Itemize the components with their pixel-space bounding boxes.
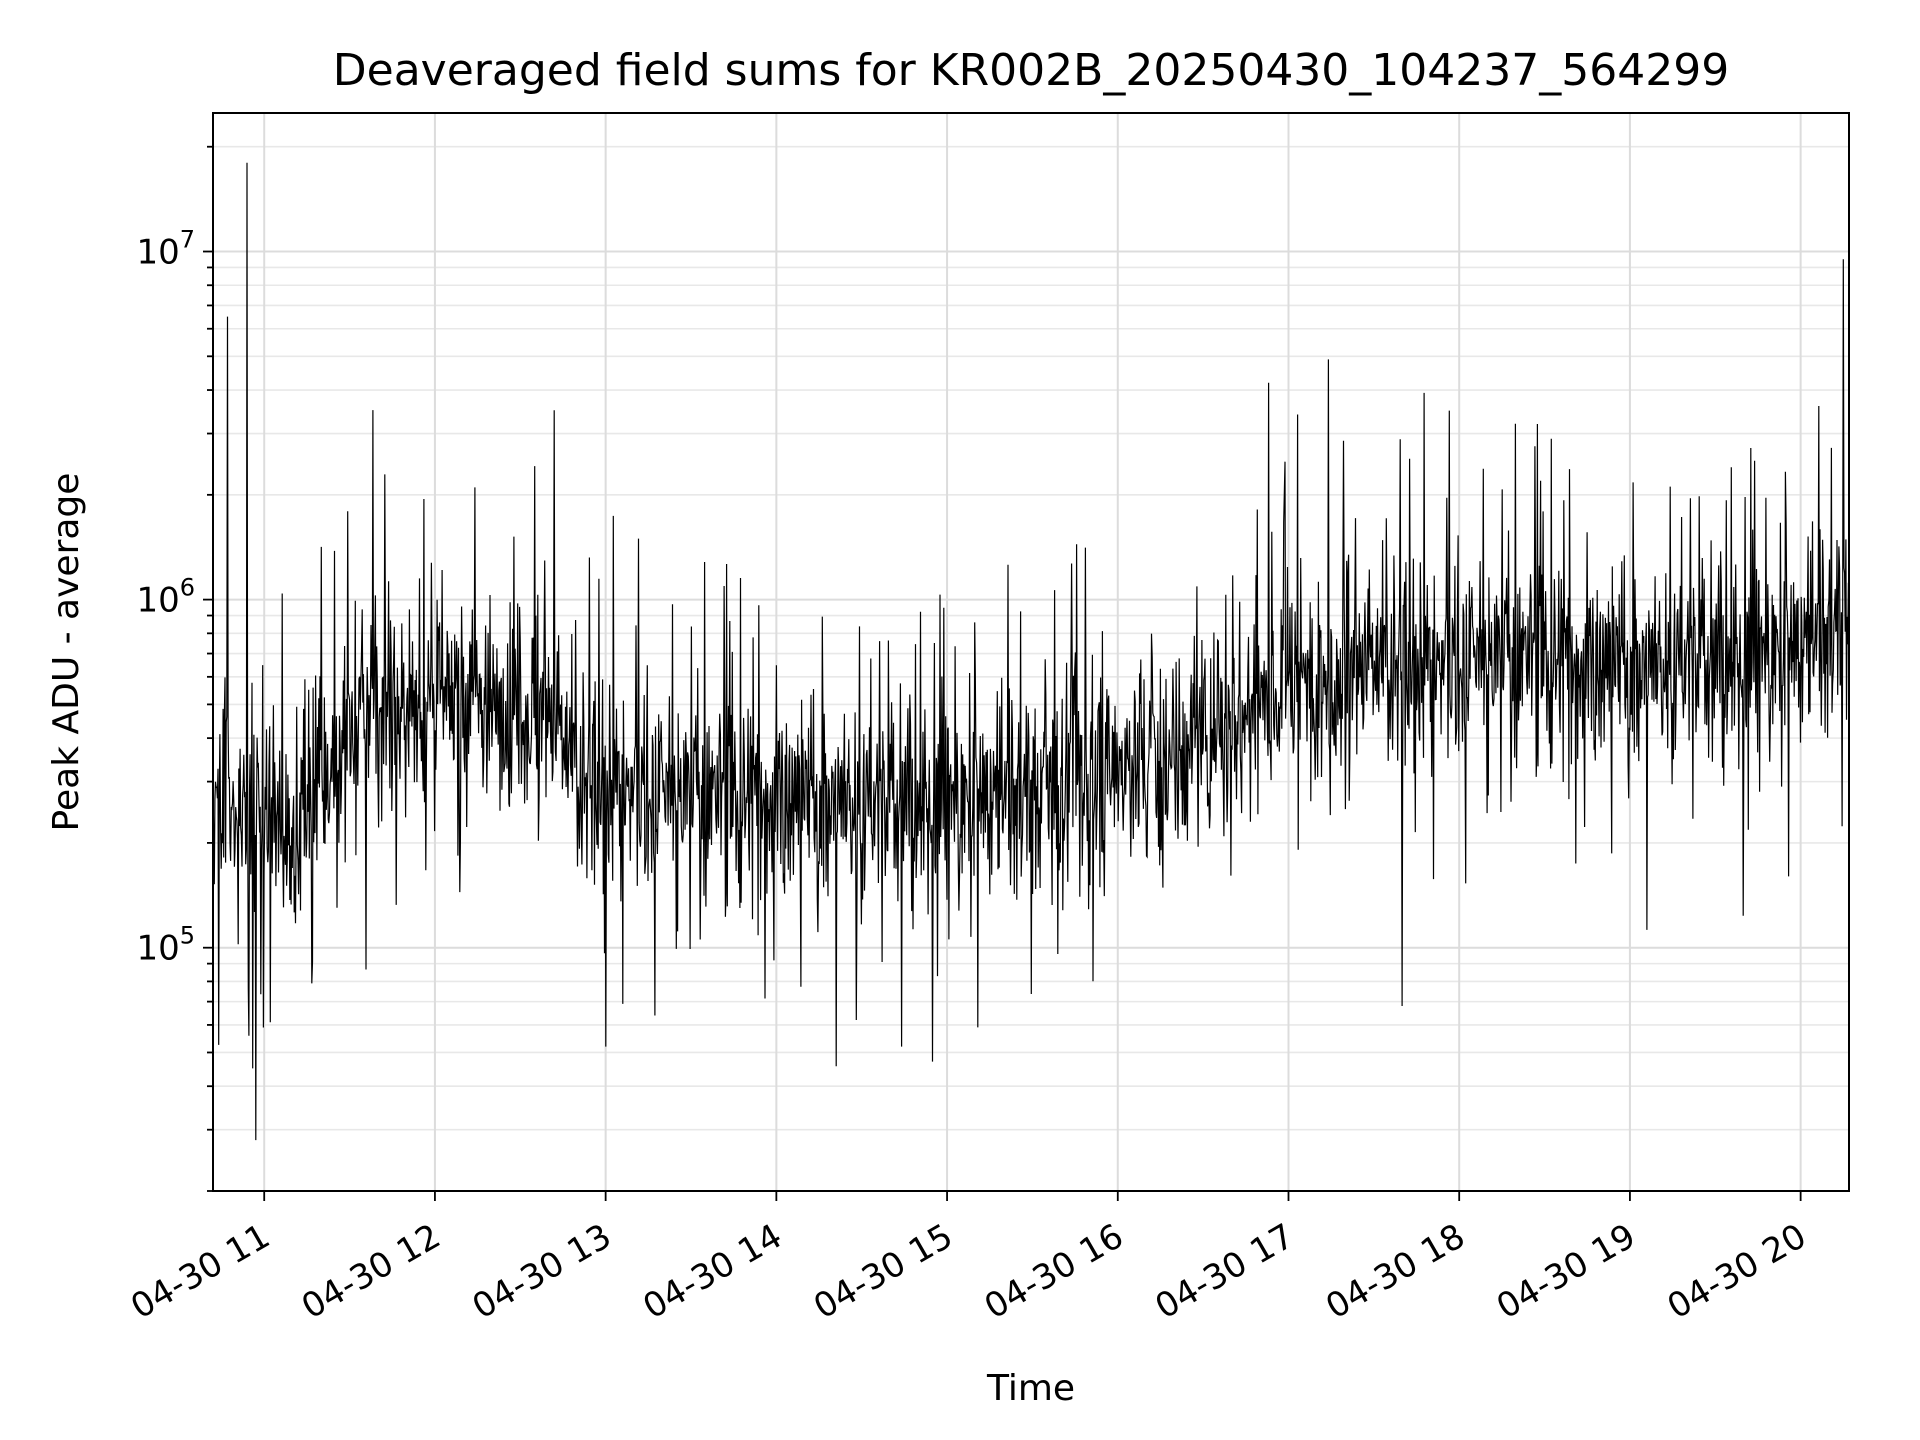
y-tick-label: 105: [136, 922, 195, 969]
y-axis-label: Peak ADU - average: [46, 473, 87, 832]
x-axis-label: Time: [986, 1368, 1075, 1409]
y-tick-exponent: 5: [180, 922, 195, 950]
y-tick-exponent: 6: [180, 574, 195, 602]
y-tick-label: 107: [136, 226, 195, 273]
series-line: [212, 162, 1850, 1141]
y-tick-exponent: 7: [180, 226, 195, 254]
chart-title: Deaveraged field sums for KR002B_2025043…: [333, 45, 1729, 96]
y-tick-label: 106: [136, 574, 195, 621]
y-tick-base: 10: [136, 581, 179, 621]
series-layer: [212, 162, 1850, 1141]
y-tick-base: 10: [136, 929, 179, 969]
plot-frame: [212, 112, 1850, 1192]
y-tick-base: 10: [136, 233, 179, 273]
